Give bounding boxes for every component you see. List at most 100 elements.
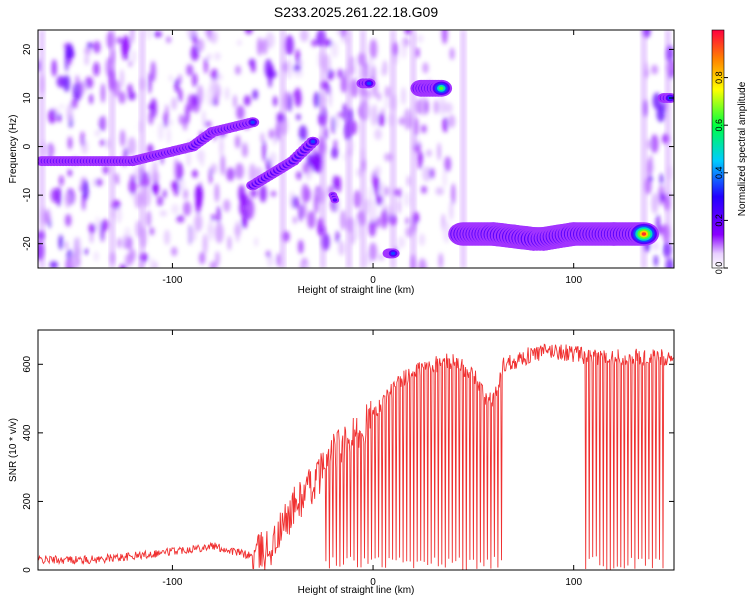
speckle-blob-5 [84,248,89,255]
speckle-blob-195 [227,235,232,251]
spectrogram-feature-2 [328,191,340,204]
speckle-blob-85 [209,261,218,268]
speckle-blob-175 [192,93,199,107]
speckle-blob-240 [244,30,253,35]
speckle-blob-171 [235,65,241,75]
speckle-blob-199 [165,104,169,127]
speckle-blob-396 [377,92,382,101]
speckle-blob-269 [257,37,262,56]
speckle-blob-216 [128,60,133,67]
speckle-blob-224 [207,53,212,61]
speckle-blob-26 [84,54,89,66]
spectrogram-vertical-band-9 [460,30,467,268]
speckle-blob-229 [223,199,231,213]
speckle-blob-381 [353,190,362,209]
speckle-blob-261 [250,188,258,198]
speckle-blob-273 [331,116,336,134]
speckle-blob-181 [233,94,237,109]
speckle-blob-55 [56,75,66,88]
speckle-blob-370 [266,250,271,258]
speckle-blob-248 [235,163,244,180]
speckle-blob-347 [276,253,281,267]
speckle-blob-83 [94,129,101,137]
feature-2-blob [332,198,338,202]
speckle-blob-467 [418,258,427,268]
speckle-blob-196 [243,95,251,106]
speckle-blob-141 [190,45,200,61]
speckle-blob-208 [153,31,163,38]
speckle-blob-523 [651,192,659,214]
speckle-blob-47 [48,109,57,124]
speckle-blob-179 [152,160,158,181]
speckle-blob-234 [217,73,223,81]
speckle-blob-134 [119,129,126,147]
speckle-blob-356 [324,39,333,48]
speckle-blob-388 [442,221,451,244]
speckle-blob-384 [438,252,443,268]
snr-y-axis-label: SNR (10 * v/v) [8,418,19,482]
speckle-blob-416 [368,218,376,237]
speckle-blob-237 [210,30,218,44]
speckle-blob-100 [93,251,100,262]
speckle-blob-239 [100,83,106,104]
speckle-blob-468 [367,200,377,222]
speckle-blob-214 [99,139,105,147]
speckle-blob-326 [292,195,300,209]
speckle-blob-17 [59,175,64,186]
speckle-blob-29 [84,47,92,55]
spectrogram-ytick-label-2: 0 [22,143,33,149]
speckle-blob-333 [296,171,302,180]
speckle-blob-292 [331,41,339,58]
speckle-blob-202 [219,137,224,157]
snr-xtick-label-1: 0 [370,577,376,588]
speckle-blob-244 [220,154,225,176]
speckle-blob-186 [200,158,205,167]
speckle-blob-496 [380,209,389,230]
speckle-blob-516 [653,254,658,267]
speckle-blob-282 [299,30,309,42]
spectrogram-ytick-label-1: -10 [22,187,33,202]
speckle-blob-192 [204,57,208,74]
feature-4-blob [439,86,444,91]
spectrogram-y-axis-label: Frequency (Hz) [8,115,19,184]
speckle-blob-481 [417,151,424,163]
speckle-blob-204 [171,246,178,257]
speckle-blob-303 [259,184,267,203]
speckle-blob-306 [254,237,259,247]
speckle-blob-291 [340,209,347,231]
speckle-blob-472 [350,120,358,135]
speckle-blob-328 [307,210,316,229]
spectrogram-feature-4 [410,79,453,97]
spectrogram-feature-0 [38,117,260,167]
colorbar-ticks: 0.0 0.2 0.4 0.6 0.8 [714,71,728,274]
speckle-blob-367 [298,239,304,254]
speckle-blob-489 [401,39,407,59]
speckle-blob-460 [382,60,388,76]
spectrogram-ytick-label-3: 10 [22,92,33,104]
speckle-blob-28 [64,192,72,209]
speckle-blob-450 [375,216,381,228]
speckle-blob-207 [166,36,172,44]
speckle-blob-212 [174,158,179,181]
speckle-blob-173 [234,135,241,149]
speckle-blob-307 [340,30,347,40]
speckle-blob-301 [302,264,310,268]
speckle-blob-426 [405,217,410,225]
speckle-blob-127 [95,216,100,230]
speckle-blob-144 [150,60,156,82]
speckle-blob-180 [157,122,164,141]
spectrogram-feature-5 [382,248,400,259]
speckle-blob-532 [657,224,665,235]
speckle-blob-139 [226,167,235,182]
speckle-blob-137 [148,110,154,125]
speckle-blob-106 [101,115,106,129]
speckle-blob-392 [421,124,427,134]
speckle-blob-193 [210,68,219,82]
speckle-blob-62 [75,75,79,85]
speckle-blob-102 [194,214,203,232]
snr-ytick-label-1: 200 [22,493,33,510]
speckle-blob-150 [169,74,173,82]
speckle-blob-375 [288,93,292,113]
speckle-blob-57 [65,241,68,250]
